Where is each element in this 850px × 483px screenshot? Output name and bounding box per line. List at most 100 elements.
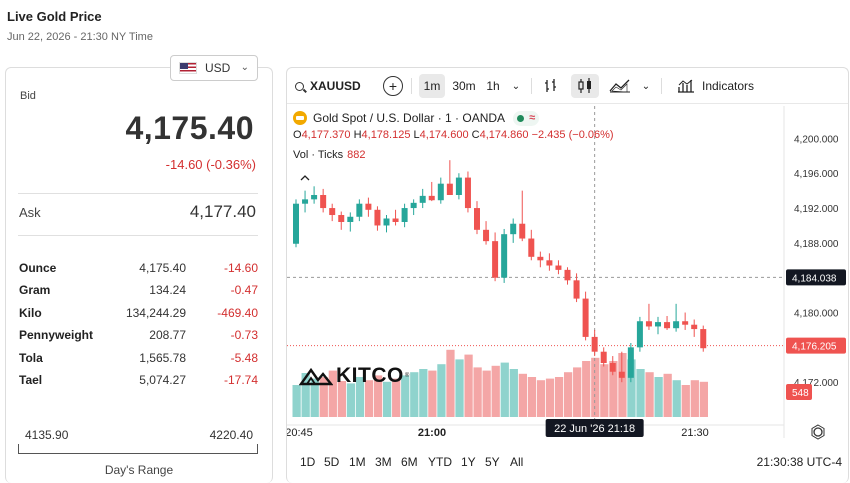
range-low: 4135.90 <box>25 428 69 442</box>
candle <box>510 223 517 235</box>
volume-bar <box>301 373 310 417</box>
interval-1m-button[interactable]: 1m <box>419 74 445 98</box>
candle <box>401 208 408 222</box>
area-chart-type-icon[interactable] <box>607 74 633 98</box>
candle <box>347 216 354 222</box>
low-value: 4,174.600 <box>419 129 469 141</box>
symbol-search[interactable]: XAUUSD <box>295 74 361 98</box>
volume-bar <box>690 380 699 417</box>
candle <box>618 371 625 378</box>
volume-bar <box>292 385 301 417</box>
bid-price: 4,175.40 <box>125 110 254 146</box>
open-value: 4,177.370 <box>301 129 351 141</box>
range-5y-button[interactable]: 5Y <box>485 455 500 469</box>
unit-name: Kilo <box>19 305 42 320</box>
table-row: Pennyweight 208.77 -0.73 <box>19 326 259 348</box>
ohlc-values: O4,177.370 H4,178.125 L4,174.600 C4,174.… <box>293 129 614 147</box>
last-volume-tag <box>786 384 812 400</box>
candle <box>311 195 318 200</box>
volume-bar <box>545 378 555 417</box>
unit-name: Tola <box>19 350 43 365</box>
divider <box>18 193 258 194</box>
chart-legend: Gold Spot / U.S. Dollar · 1 · OANDA ≈ O4… <box>293 110 614 161</box>
candle <box>582 298 589 337</box>
compare-button[interactable]: + <box>383 76 403 96</box>
unit-change: -5.48 <box>230 350 258 365</box>
volume-bar <box>509 369 518 417</box>
volume-value: 882 <box>347 149 366 161</box>
high-key: H <box>353 129 362 141</box>
volume-bar <box>600 364 609 417</box>
last-price-tag <box>786 337 846 354</box>
candle <box>446 183 453 195</box>
currency-select[interactable]: USD ⌄ <box>170 55 258 81</box>
unit-change: -0.73 <box>230 328 258 343</box>
candle <box>293 203 299 244</box>
candle <box>600 351 607 364</box>
candle <box>555 265 562 270</box>
interval-dropdown-icon[interactable]: ⌄ <box>511 80 521 92</box>
indicators-button[interactable]: Indicators <box>673 74 759 98</box>
volume-bar <box>401 375 410 417</box>
volume-bar <box>636 369 645 417</box>
candle <box>302 199 309 204</box>
indicators-icon <box>677 79 694 93</box>
last-price-label: 4,176.205 <box>792 342 837 353</box>
range-all-button[interactable]: All <box>510 455 524 469</box>
unit-price: 134.24 <box>149 283 186 298</box>
interval-1h-button[interactable]: 1h <box>486 79 500 93</box>
market-status-badge: ≈ <box>513 110 540 126</box>
legend-title: Gold Spot / U.S. Dollar · 1 · OANDA <box>313 111 506 125</box>
range-ytd-button[interactable]: YTD <box>428 455 452 469</box>
bar-chart-type-icon[interactable] <box>541 74 561 98</box>
chevron-down-icon: ⌄ <box>240 62 249 73</box>
ask-price: 4,177.40 <box>189 202 256 221</box>
volume-bar <box>609 361 618 417</box>
candle <box>474 208 480 230</box>
kitco-logo: KITCO ® <box>299 364 409 388</box>
settings-gear-icon[interactable] <box>813 427 823 437</box>
live-dot-icon <box>517 114 525 122</box>
chart-widget: 4,172.0004,176.0004,180.0004,184.0004,18… <box>286 67 849 483</box>
candle <box>338 215 345 222</box>
volume-bar <box>564 372 573 417</box>
range-5d-button[interactable]: 5D <box>324 455 340 469</box>
us-flag-icon <box>179 62 197 74</box>
candle <box>700 329 707 349</box>
candle <box>501 234 508 278</box>
volume-bar <box>428 370 437 417</box>
range-6m-button[interactable]: 6M <box>401 455 418 469</box>
table-row: Kilo 134,244.29 -469.40 <box>19 304 259 326</box>
unit-name: Tael <box>19 372 43 387</box>
candle <box>464 177 471 209</box>
unit-price: 5,074.27 <box>139 372 186 387</box>
chart-type-dropdown-icon[interactable]: ⌄ <box>641 80 651 92</box>
candle <box>483 229 490 242</box>
days-range-bar <box>18 444 258 454</box>
time-tick-label: 20:45 <box>287 427 313 439</box>
unit-change: -469.40 <box>217 305 258 320</box>
candle <box>691 324 698 330</box>
bid-change: -14.60 (-0.36%) <box>165 157 256 172</box>
volume-bar <box>455 359 464 417</box>
range-3m-button[interactable]: 3M <box>375 455 392 469</box>
candle <box>537 256 544 261</box>
range-1d-button[interactable]: 1D <box>300 455 316 469</box>
candle <box>664 322 671 329</box>
page-title: Live Gold Price <box>7 9 102 24</box>
crosshair-price-tag <box>786 269 846 286</box>
candle <box>519 223 526 239</box>
volume-bar <box>491 365 500 417</box>
volume-bar <box>554 377 564 417</box>
unit-name: Pennyweight <box>19 328 94 343</box>
candle <box>528 238 535 257</box>
range-1y-button[interactable]: 1Y <box>461 455 476 469</box>
timestamp: Jun 22, 2026 - 21:30 NY Time <box>7 31 153 43</box>
volume-bar <box>536 380 546 417</box>
candle <box>383 218 390 226</box>
candlestick-chart[interactable]: 4,172.0004,176.0004,180.0004,184.0004,18… <box>287 68 849 451</box>
range-1m-button[interactable]: 1M <box>349 455 366 469</box>
volume-bar <box>419 369 428 417</box>
candle-chart-type-icon[interactable] <box>571 74 599 98</box>
interval-30m-button[interactable]: 30m <box>452 79 476 93</box>
